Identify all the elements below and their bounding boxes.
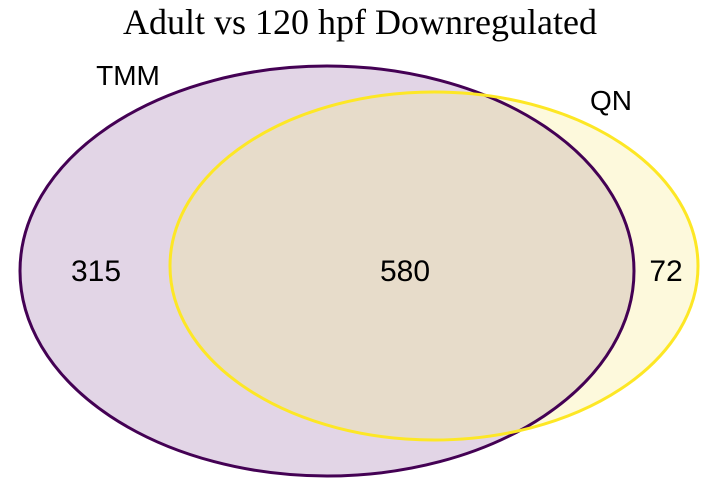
- count-tmm-only: 315: [71, 255, 121, 288]
- count-qn-only: 72: [649, 255, 682, 288]
- overlap-region: [170, 92, 634, 440]
- set-qn-outline: [168, 90, 700, 442]
- set-label-qn: QN: [590, 85, 632, 116]
- count-both: 580: [380, 255, 430, 288]
- set-label-tmm: TMM: [96, 60, 160, 91]
- set-tmm-outline: [18, 64, 636, 478]
- diagram-title: Adult vs 120 hpf Downregulated: [123, 2, 597, 42]
